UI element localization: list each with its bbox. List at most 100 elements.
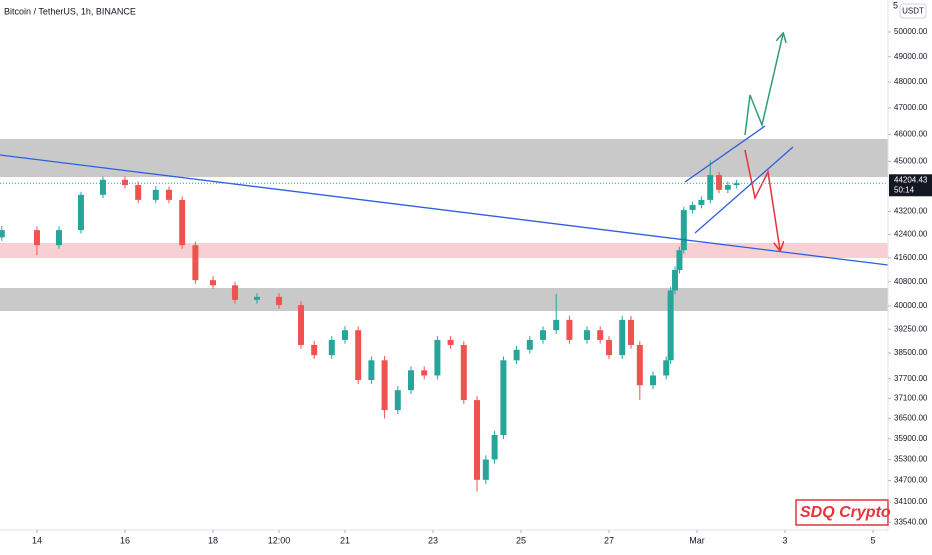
candles <box>0 160 740 492</box>
candle-body <box>628 319 635 345</box>
candle-body <box>275 296 282 306</box>
currency-box[interactable] <box>899 3 927 19</box>
candle-body <box>77 194 84 231</box>
y-tick-label: 36500.00 <box>894 414 928 423</box>
candle-body <box>650 375 657 386</box>
last-price-box <box>889 174 932 197</box>
candle-body <box>500 360 507 436</box>
candle-body <box>328 339 335 356</box>
candle-body <box>434 339 441 376</box>
y-tick-label: 34100.00 <box>894 497 928 506</box>
candle-body <box>676 250 683 271</box>
x-tick-label: Mar <box>689 535 705 545</box>
candle-body <box>394 390 401 411</box>
y-tick-label: 40000.00 <box>894 301 928 310</box>
candle-body <box>165 189 172 200</box>
y-tick-label: 43200.00 <box>894 207 928 216</box>
resistance-zone <box>0 139 888 177</box>
y-tick-label: 47000.00 <box>894 103 928 112</box>
candle-body <box>447 339 454 345</box>
y-tick-label: 37700.00 <box>894 374 928 383</box>
candle-body <box>121 179 128 186</box>
candle-body <box>192 245 199 281</box>
x-tick-label: 14 <box>32 535 42 545</box>
candle-body <box>311 344 318 356</box>
watermark: SDQ Crypto <box>800 504 891 521</box>
support-zone <box>0 288 888 311</box>
x-tick-label: 12:00 <box>268 535 291 545</box>
candle-body <box>33 230 40 246</box>
candle-body <box>474 400 481 480</box>
candle-body <box>407 370 414 391</box>
candle-body <box>689 204 696 211</box>
annotations <box>0 34 889 266</box>
x-tick-label: 23 <box>428 535 438 545</box>
y-tick-label: 38500.00 <box>894 348 928 357</box>
y-tick-label: 45000.00 <box>894 156 928 165</box>
last-price-label: 44204.43 <box>894 175 928 184</box>
drawings <box>0 139 888 311</box>
bearish-path <box>744 149 780 250</box>
candle-body <box>179 199 186 246</box>
candle-body <box>491 435 498 460</box>
candle-body <box>584 330 591 340</box>
x-tick-label: 25 <box>516 535 526 545</box>
y-tick-label: 35900.00 <box>894 434 928 443</box>
watermark-box <box>795 499 889 526</box>
candle-body <box>606 339 613 356</box>
candle-body <box>566 319 573 340</box>
bullish-path <box>744 34 783 136</box>
y-tick-label: 41600.00 <box>894 253 928 262</box>
candle-body <box>482 459 489 480</box>
x-tick-label: 18 <box>208 535 218 545</box>
candle-body <box>99 179 106 195</box>
y-tick-label: 42400.00 <box>894 230 928 239</box>
candle-body <box>55 230 62 246</box>
y-tick-label: 34700.00 <box>894 476 928 485</box>
y-tick-label: 33540.00 <box>894 517 928 526</box>
candle-body <box>619 319 626 356</box>
candle-body <box>231 285 238 300</box>
x-tick-label: 3 <box>783 535 788 545</box>
y-tick-label: 40800.00 <box>894 277 928 286</box>
candle-body <box>368 360 375 381</box>
retest-zone <box>0 243 888 258</box>
candle-body <box>421 370 428 376</box>
candle-body <box>341 330 348 340</box>
y-tick-label: 46000.00 <box>894 129 928 138</box>
channel-upper <box>684 125 766 183</box>
chart-title: Bitcoin / TetherUS, 1h, BINANCE <box>4 6 136 16</box>
candle-body <box>707 175 714 200</box>
candle-body <box>152 189 159 200</box>
candle-body <box>597 330 604 340</box>
channel-lower <box>694 146 794 234</box>
candle-body <box>698 199 705 205</box>
candle-body <box>724 185 731 190</box>
y-tick-label: 35300.00 <box>894 455 928 464</box>
candle-body <box>460 344 467 401</box>
y-tick-label: 48000.00 <box>894 77 928 86</box>
y-tick-label: 39250.00 <box>894 324 928 333</box>
candle-body <box>355 330 362 381</box>
candle-body <box>663 360 670 376</box>
candle-body <box>667 290 674 361</box>
candle-body <box>209 280 216 286</box>
x-tick-label: 21 <box>340 535 350 545</box>
countdown: 50:14 <box>894 185 915 194</box>
candle-body <box>672 270 679 291</box>
axis-top-label: 5 <box>893 0 898 10</box>
candle-body <box>716 175 723 190</box>
x-tick-label: 27 <box>604 535 614 545</box>
candle-body <box>297 305 304 345</box>
x-tick-label: 16 <box>120 535 130 545</box>
candle-body <box>553 319 560 331</box>
candle-body <box>733 183 740 186</box>
currency: USDT <box>902 7 924 16</box>
candle-body <box>0 230 5 238</box>
price-axis <box>888 0 932 550</box>
y-tick-label: 49000.00 <box>894 52 928 61</box>
candle-body <box>540 330 547 340</box>
candle-body <box>680 210 687 251</box>
